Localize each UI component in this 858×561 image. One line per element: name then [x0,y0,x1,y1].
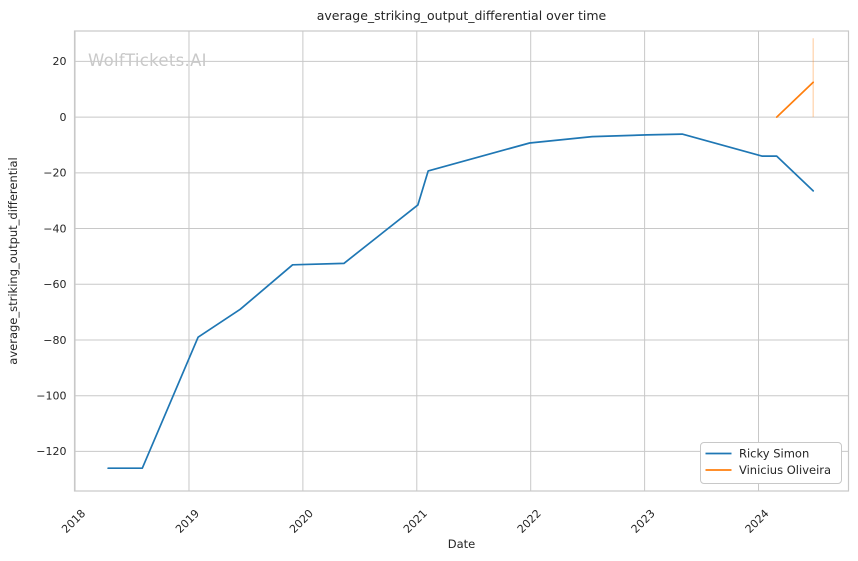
legend-label: Vinicius Oliveira [739,463,831,477]
y-tick-label: 0 [60,111,67,124]
x-tick-label: 2024 [743,507,772,536]
x-tick-label: 2021 [401,507,430,536]
x-tick-label: 2023 [629,507,658,536]
y-axis-ticks: 20 0 −20 −40 −60 −80 −100 −120 [36,55,66,458]
y-tick-label: −80 [43,334,66,347]
y-tick-label: 20 [53,55,67,68]
data-series [107,38,815,470]
x-tick-label: 2018 [59,507,88,536]
x-axis-ticks: 2018 2019 2020 2021 2022 2023 2024 [59,507,771,536]
y-tick-label: −60 [43,278,66,291]
y-tick-label: −120 [36,445,66,458]
legend: Ricky Simon Vinicius Oliveira [700,442,842,484]
legend-box [700,442,842,484]
x-tick-label: 2020 [287,507,316,536]
y-tick-label: −100 [36,390,66,403]
series-line [107,133,815,470]
x-tick-label: 2019 [173,507,202,536]
plot-border [73,30,850,492]
series-line [775,81,815,118]
y-axis-label: average_striking_output_differential [6,157,20,364]
legend-label: Ricky Simon [739,447,809,461]
x-axis-label: Date [448,537,476,551]
x-tick-label: 2022 [515,507,544,536]
watermark: WolfTickets.AI [88,51,207,70]
grid-lines [74,31,849,491]
chart-title: average_striking_output_differential ove… [317,8,607,23]
y-tick-label: −20 [43,167,66,180]
y-tick-label: −40 [43,222,66,235]
